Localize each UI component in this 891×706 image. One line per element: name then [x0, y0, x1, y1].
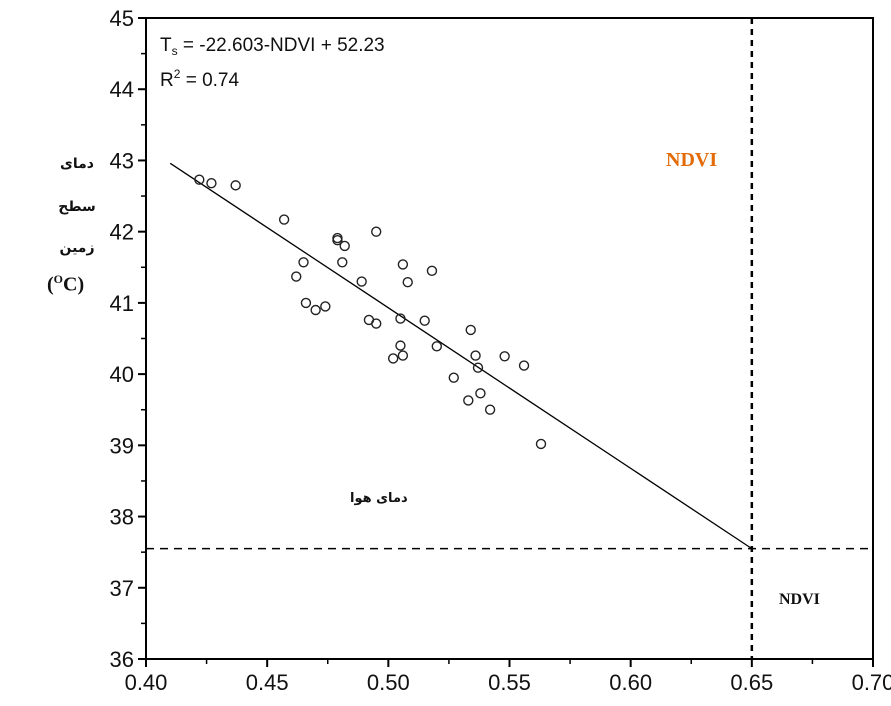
data-points: [194, 174, 547, 450]
data-point: [332, 235, 343, 246]
data-point: [395, 340, 406, 351]
plot-frame: [145, 17, 874, 660]
r-squared: R2 = 0.74: [160, 67, 239, 91]
x-tick-label: 0.65: [730, 670, 773, 695]
data-point: [194, 174, 205, 185]
x-tick-label: 0.60: [609, 670, 652, 695]
data-point: [470, 350, 481, 361]
data-point: [419, 315, 430, 326]
data-point: [397, 259, 409, 270]
y-tick-label: 37: [110, 576, 134, 601]
y-tick-label: 40: [110, 362, 134, 387]
data-point: [402, 277, 413, 288]
data-point: [320, 301, 331, 312]
data-point: [298, 257, 309, 268]
y-axis-label-line1: دمای: [60, 156, 94, 172]
annotation-ndvi-top: NDVI: [666, 149, 718, 171]
data-point: [337, 257, 348, 268]
data-point: [395, 313, 406, 324]
y-tick-label: 42: [110, 220, 134, 245]
data-point: [387, 353, 399, 364]
data-point: [371, 318, 382, 329]
y-tick-label: 44: [110, 77, 134, 102]
x-tick-label: 0.50: [367, 670, 410, 695]
x-tick-label: 0.70: [852, 670, 891, 695]
data-point: [484, 404, 496, 415]
data-point: [518, 360, 530, 371]
data-point: [465, 324, 476, 336]
data-point: [300, 297, 312, 309]
regression-line: [169, 162, 753, 550]
data-point: [339, 240, 350, 252]
y-tick-label: 41: [110, 291, 134, 316]
data-point: [535, 438, 547, 450]
data-point: [291, 271, 302, 282]
x-tick-label: 0.55: [488, 670, 531, 695]
data-point: [310, 304, 321, 316]
data-point: [371, 226, 382, 237]
y-axis-label-line3: زمین: [59, 240, 95, 256]
data-point: [206, 178, 217, 189]
y-tick-label: 39: [110, 433, 134, 458]
annotation-air-temperature: دمای هوا: [350, 491, 408, 506]
data-point: [499, 351, 510, 362]
y-tick-label: 43: [110, 148, 134, 173]
data-point: [463, 395, 474, 406]
reference-lines: [146, 18, 873, 659]
y-tick-label: 38: [110, 505, 134, 530]
y-tick-label: 36: [110, 647, 134, 672]
data-point: [448, 372, 459, 383]
axes: 0.40 0.45 0.50 0.55 0.60 0.65 0.70 36 37 38 39 40 41…: [110, 6, 891, 695]
annotation-ndvi-right: NDVI: [779, 591, 820, 608]
data-point: [278, 214, 290, 225]
data-point: [472, 362, 484, 373]
data-point: [397, 350, 409, 361]
x-tick-label: 0.40: [125, 670, 168, 695]
data-point: [356, 276, 367, 287]
x-tick-label: 0.45: [246, 670, 289, 695]
data-point: [431, 341, 442, 352]
regression-equation: Ts = -22.603-NDVI + 52.23: [160, 35, 385, 58]
data-point: [426, 265, 438, 277]
y-axis-unit: (OC): [47, 272, 85, 296]
data-point: [475, 388, 486, 399]
y-axis-label-line2: سطح: [58, 199, 96, 215]
y-tick-label: 45: [110, 6, 134, 31]
data-point: [230, 180, 241, 191]
